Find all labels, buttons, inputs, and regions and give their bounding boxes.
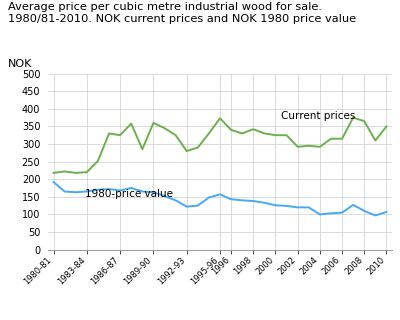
- Text: 1980-price value: 1980-price value: [85, 189, 173, 199]
- Text: Current prices: Current prices: [281, 111, 356, 121]
- Text: Average price per cubic metre industrial wood for sale.: Average price per cubic metre industrial…: [8, 2, 322, 12]
- Text: NOK: NOK: [8, 59, 32, 69]
- Text: 1980/81-2010. NOK current prices and NOK 1980 price value: 1980/81-2010. NOK current prices and NOK…: [8, 14, 356, 24]
